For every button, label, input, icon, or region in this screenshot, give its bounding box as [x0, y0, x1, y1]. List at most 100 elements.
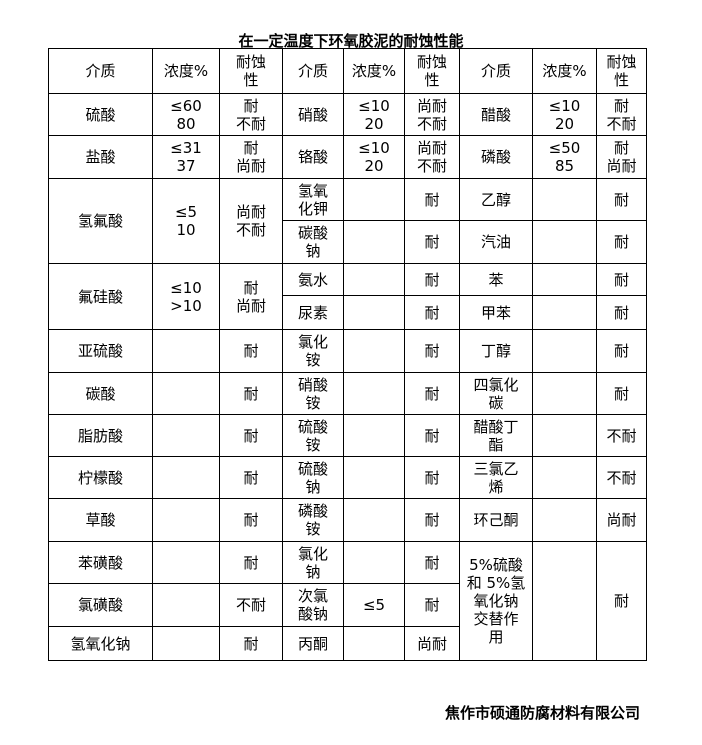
table-cell: 铬酸	[282, 135, 344, 179]
table-row: 碳酸 钠耐汽油耐	[49, 220, 647, 264]
table-cell: ≤10 20	[343, 135, 405, 179]
table-cell: 脂肪酸	[48, 414, 153, 457]
table-cell: ≤5	[343, 583, 405, 627]
header-cell: 浓度%	[343, 48, 405, 94]
company-name: 焦作市硕通防腐材料有限公司	[444, 704, 640, 722]
table-cell	[343, 626, 405, 661]
table-cell: 耐	[404, 220, 460, 264]
table-cell: 草酸	[48, 498, 153, 542]
table-cell: 丙酮	[282, 626, 344, 661]
table-cell	[532, 178, 597, 221]
table-cell	[343, 456, 405, 499]
table-cell	[532, 295, 597, 330]
table-cell: 亚硫酸	[48, 329, 153, 373]
table-cell	[532, 414, 597, 457]
table-cell: 氯磺酸	[48, 583, 153, 627]
table-cell: 氯化 铵	[282, 329, 344, 373]
table-cell: ≤31 37	[152, 135, 220, 179]
table-cell: 耐	[404, 295, 460, 330]
table-cell	[152, 372, 220, 415]
table-cell	[152, 456, 220, 499]
table-cell	[532, 263, 597, 296]
table-cell: 耐	[219, 329, 283, 373]
table-cell	[343, 220, 405, 264]
table-cell: 三氯乙 烯	[459, 456, 533, 499]
table-cell	[532, 456, 597, 499]
table-cell: ≤10 >10	[152, 263, 220, 330]
table-cell	[343, 263, 405, 296]
table-cell: 硝酸	[282, 93, 344, 136]
table-cell: 耐 尚耐	[596, 135, 647, 179]
table-row: 亚硫酸耐氯化 铵耐丁醇耐	[48, 329, 647, 373]
table-cell: 碳酸 钠	[282, 220, 344, 264]
table-cell: 耐 不耐	[596, 93, 647, 136]
table-cell	[343, 372, 405, 415]
table-cell: 耐	[596, 220, 647, 264]
table-cell: 氨水	[282, 263, 344, 296]
table-cell: 耐	[404, 414, 460, 457]
header-row: 介质 浓度% 耐蚀 性介质 浓度% 耐蚀 性介质 浓度% 耐蚀 性	[48, 48, 647, 94]
table-cell: 氢氧 化钾	[282, 178, 344, 221]
table-cell	[532, 329, 597, 373]
header-cell: 耐蚀 性	[404, 48, 460, 94]
header-cell: 耐蚀 性	[219, 48, 283, 94]
table-cell: 耐	[219, 456, 283, 499]
table-cell: 磷酸 铵	[282, 498, 344, 542]
table-cell: 耐	[404, 541, 460, 584]
table-cell: 苯	[459, 263, 533, 296]
table-cell: 耐	[596, 295, 647, 330]
table-cell: 尚耐 不耐	[404, 135, 460, 179]
table-cell	[343, 541, 405, 584]
table-cell: ≤5 10	[152, 178, 220, 264]
table-cell: 尚耐 不耐	[219, 178, 283, 264]
header-cell: 浓度%	[532, 48, 597, 94]
table-cell: 氟硅酸	[48, 263, 153, 330]
table-cell	[152, 498, 220, 542]
table-cell: 耐	[404, 456, 460, 499]
table-cell	[152, 541, 220, 584]
table-cell	[343, 178, 405, 221]
table-cell	[343, 498, 405, 542]
table-cell	[152, 626, 220, 661]
table-row: 草酸耐磷酸 铵耐环己酮 尚耐	[48, 498, 647, 542]
table-cell: 耐	[219, 414, 283, 457]
table-cell: 醋酸丁 酯	[459, 414, 533, 457]
table-cell: 苯磺酸	[48, 541, 153, 584]
table-cell	[343, 414, 405, 457]
header-cell: 浓度%	[152, 48, 220, 94]
table-cell: 硫酸 钠	[282, 456, 344, 499]
table-cell: 耐	[219, 626, 283, 661]
corrosion-resistance-table: 介质 浓度% 耐蚀 性介质 浓度% 耐蚀 性介质 浓度% 耐蚀 性硫酸 ≤60 80 耐 不耐硝…	[48, 48, 647, 661]
table-cell: ≤60 80	[152, 93, 220, 136]
table-cell: 耐	[596, 263, 647, 296]
table-cell: 次氯 酸钠	[282, 583, 344, 627]
table-cell: 甲苯	[459, 295, 533, 330]
table-cell: 耐	[596, 372, 647, 415]
table-cell: 耐	[596, 541, 647, 661]
table-cell: 耐	[404, 372, 460, 415]
table-row: 氢氧化钠 耐丙酮 尚耐	[48, 626, 647, 661]
table-cell	[343, 295, 405, 330]
table-cell: 磷酸	[459, 135, 533, 179]
table-cell: 硫酸	[48, 93, 153, 136]
table-cell: 四氯化 碳	[459, 372, 533, 415]
table-cell	[532, 541, 597, 661]
table-cell: 硝酸 铵	[282, 372, 344, 415]
header-cell: 介质	[459, 48, 533, 94]
table-cell: 氯化 钠	[282, 541, 344, 584]
table-cell: 醋酸	[459, 93, 533, 136]
table-row: 氟硅酸 ≤10 >10 耐 尚耐 氨水耐苯耐	[48, 263, 647, 330]
table-cell: 硫酸 铵	[282, 414, 344, 457]
table-cell: 耐	[219, 372, 283, 415]
table-cell: 尚耐	[404, 626, 460, 661]
table-title: 在一定温度下环氧胶泥的耐蚀性能	[238, 32, 464, 50]
table-cell	[532, 372, 597, 415]
table-cell: 环己酮	[459, 498, 533, 542]
table-cell	[152, 583, 220, 627]
table-cell: 乙醇	[459, 178, 533, 221]
table-cell: 耐	[219, 541, 283, 584]
table-row: 苯磺酸耐氯化 钠耐 5%硫酸 和 5%氢 氧化钠 交替作 用耐	[48, 541, 647, 661]
table-cell: ≤10 20	[343, 93, 405, 136]
table-row: 硫酸 ≤60 80 耐 不耐 硝酸 ≤10 20 尚耐 不耐 醋酸 ≤10 20 耐 不耐	[48, 93, 647, 136]
table-cell: 耐	[404, 583, 460, 627]
